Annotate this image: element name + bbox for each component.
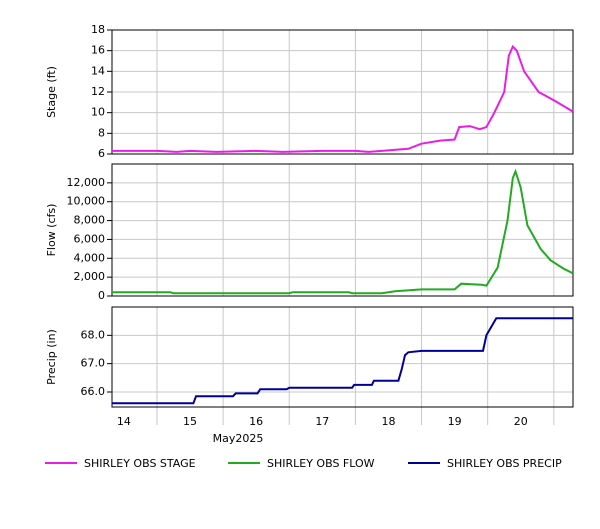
data-line [112,168,574,295]
x-tick-label: 16 [249,415,263,428]
plot-frame [111,29,574,155]
y-tick-label: 0 [98,289,105,302]
y-tick-label: 8,000 [74,214,106,227]
x-tick-label: 19 [448,415,462,428]
legend-label: SHIRLEY OBS FLOW [267,457,375,470]
y-tick-label: 12,000 [67,176,106,189]
y-axis-label: Precip (in) [45,329,58,385]
y-tick-label: 4,000 [74,251,106,264]
y-tick-label: 14 [91,64,105,77]
x-axis-label: May2025 [213,432,264,445]
y-tick-label: 6 [98,147,105,160]
y-tick-label: 2,000 [74,270,106,283]
y-tick-label: 10,000 [67,195,106,208]
y-axis-label: Stage (ft) [45,66,58,118]
y-tick-label: 16 [91,44,105,57]
y-tick-label: 66.0 [81,385,106,398]
x-tick-label: 20 [514,415,528,428]
y-tick-label: 18 [91,23,105,36]
legend-label: SHIRLEY OBS STAGE [84,457,196,470]
plot-frame [111,306,574,408]
plot-frame [111,163,574,297]
x-tick-label: 17 [315,415,329,428]
y-tick-label: 68.0 [81,328,106,341]
data-line [112,317,573,405]
y-tick-label: 6,000 [74,232,106,245]
y-tick-label: 67.0 [81,357,106,370]
y-axis-label: Flow (cfs) [45,204,58,257]
y-tick-label: 10 [91,106,105,119]
data-line [112,44,574,153]
x-tick-label: 18 [381,415,395,428]
x-tick-label: 14 [117,415,131,428]
x-tick-label: 15 [183,415,197,428]
y-tick-label: 12 [91,85,105,98]
y-tick-label: 8 [98,126,105,139]
legend-label: SHIRLEY OBS PRECIP [447,457,562,470]
